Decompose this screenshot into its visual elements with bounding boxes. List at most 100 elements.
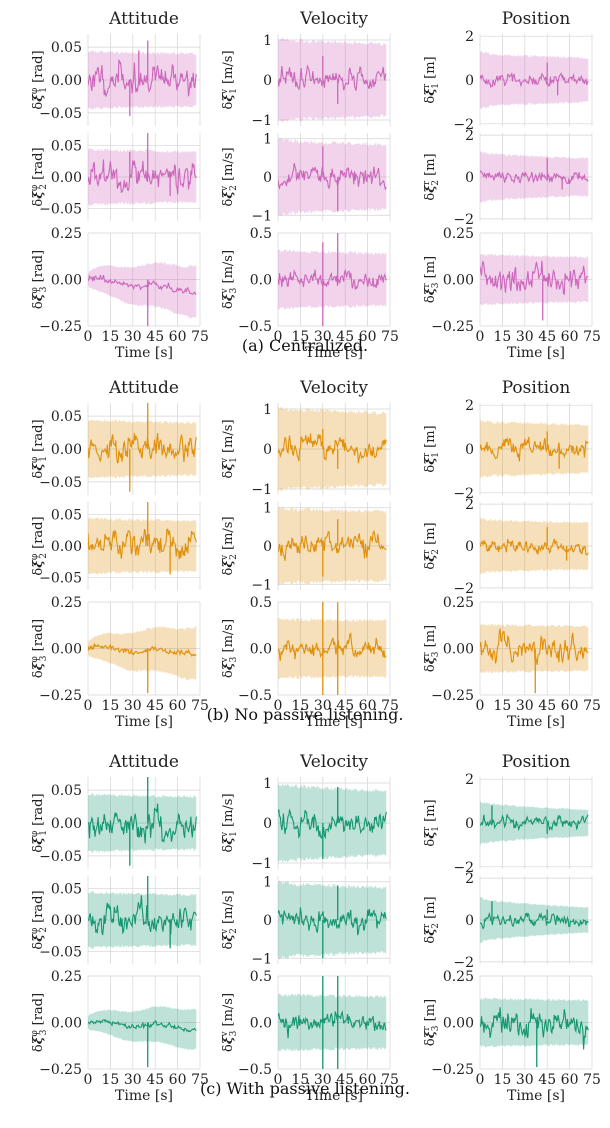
y-label-symbol: δ [221, 568, 236, 576]
y-axis-label: δξφ1 [rad] [30, 793, 49, 852]
y-label-symbol: δ [221, 102, 236, 110]
y-tick-label: 0.25 [443, 595, 474, 611]
y-tick-label: 0.25 [51, 226, 82, 242]
y-axis-label: δξv2 [m/s] [220, 890, 239, 949]
y-tick-label: 2 [465, 772, 474, 788]
panel-c-9: 0.25 0.00 −0.250 15 30 45 60 75 Time [s] δξr3 [m] [422, 969, 601, 1104]
y-axis-label: δξv3 [m/s] [220, 250, 239, 309]
y-axis-label: δξφ3 [rad] [30, 993, 49, 1052]
y-label-superscript: r [422, 180, 432, 185]
y-axis-label: δξφ1 [rad] [30, 419, 49, 478]
y-label-superscript: v [220, 185, 230, 192]
x-tick-label: 45 [146, 698, 164, 714]
y-label-symbol: δ [423, 295, 438, 303]
y-axis-label: δξr1 [m] [422, 56, 441, 103]
y-label-superscript: v [220, 1030, 230, 1037]
y-label-subscript: 2 [229, 928, 239, 934]
covariance-band [278, 137, 387, 217]
y-tick-label: 1 [263, 875, 272, 891]
y-label-xi: ξ [423, 553, 438, 562]
column-title-velocity: Velocity [299, 378, 368, 398]
x-tick-label: 15 [493, 698, 511, 714]
y-tick-label: 0.00 [443, 1016, 474, 1032]
y-tick-label: 0 [263, 442, 272, 458]
x-tick-label: 30 [124, 698, 142, 714]
x-tick-label: 45 [538, 1072, 556, 1088]
y-tick-label: 0 [263, 539, 272, 555]
x-tick-label: 60 [359, 698, 377, 714]
y-label-xi: ξ [31, 559, 46, 568]
x-tick-label: 15 [493, 1072, 511, 1088]
y-label-symbol: δ [221, 1044, 236, 1052]
y-tick-label: 0.05 [51, 882, 82, 898]
covariance-band [480, 896, 589, 944]
error-line [278, 162, 387, 191]
y-label-superscript: φ [30, 554, 40, 560]
y-tick-label: 1 [263, 501, 272, 517]
y-axis-label: δξv1 [m/s] [220, 419, 239, 478]
y-label-superscript: φ [30, 831, 40, 837]
x-tick-label: 60 [169, 698, 187, 714]
x-tick-label: 15 [493, 329, 511, 345]
error-line [480, 436, 589, 462]
y-label-xi: ξ [423, 286, 438, 295]
y-label-symbol: δ [31, 845, 46, 853]
y-tick-label: −0.05 [39, 944, 82, 960]
x-tick-label: 60 [169, 1072, 187, 1088]
y-tick-label: 0.05 [51, 139, 82, 155]
y-axis-label: δξv1 [m/s] [220, 793, 239, 852]
x-axis-label: Time [s] [305, 345, 363, 361]
error-line [278, 808, 387, 840]
y-label-subscript: 3 [431, 651, 441, 657]
panel-b-9: 0.25 0.00 −0.250 15 30 45 60 75 Time [s] δξr3 [m] [422, 595, 601, 730]
error-line [480, 71, 589, 89]
x-tick-label: 0 [274, 329, 283, 345]
y-label-subscript: 2 [431, 549, 441, 555]
y-tick-label: 0 [263, 170, 272, 186]
x-tick-label: 30 [516, 1072, 534, 1088]
y-label-unit: [m/s] [221, 250, 236, 288]
y-label-subscript: 2 [431, 923, 441, 929]
x-tick-label: 30 [124, 1072, 142, 1088]
x-axis-label: Time [s] [305, 1088, 363, 1104]
covariance-band [480, 419, 589, 479]
x-tick-label: 0 [84, 1072, 93, 1088]
y-label-unit: [rad] [31, 419, 46, 456]
y-label-symbol: δ [423, 465, 438, 473]
x-tick-label: 0 [84, 698, 93, 714]
x-tick-label: 15 [101, 698, 119, 714]
x-tick-label: 15 [291, 698, 309, 714]
y-label-symbol: δ [221, 845, 236, 853]
y-tick-label: 2 [465, 398, 474, 414]
error-line [480, 1007, 589, 1050]
error-line [278, 64, 387, 91]
y-label-xi: ξ [423, 655, 438, 664]
error-line [88, 642, 197, 657]
column-title-velocity: Velocity [299, 9, 368, 29]
y-tick-label: −2 [453, 212, 474, 228]
y-label-subscript: 3 [229, 656, 239, 662]
y-axis-label: δξv2 [m/s] [220, 147, 239, 206]
y-label-superscript: φ [30, 656, 40, 662]
x-tick-label: 75 [583, 1072, 601, 1088]
y-label-subscript: 3 [229, 287, 239, 293]
y-tick-label: −1 [251, 856, 272, 872]
x-tick-label: 0 [84, 329, 93, 345]
y-tick-label: 0.05 [51, 409, 82, 425]
error-line [88, 159, 197, 195]
y-label-subscript: 3 [229, 1030, 239, 1036]
x-tick-label: 15 [291, 329, 309, 345]
x-tick-label: 60 [169, 329, 187, 345]
error-line [480, 169, 589, 184]
y-label-xi: ξ [31, 190, 46, 199]
y-label-subscript: 2 [39, 184, 49, 190]
panel-b-8: 0.5 0.0 −0.50 15 30 45 60 75 Time [s] δξv3 [m/s] [220, 595, 399, 730]
y-label-superscript: r [422, 923, 432, 928]
y-tick-label: 0 [465, 913, 474, 929]
y-tick-label: −0.25 [431, 688, 474, 704]
panel-a-9: 0.25 0.00 −0.250 15 30 45 60 75 Time [s] δξr3 [m] [422, 226, 601, 361]
y-axis-label: δξr2 [m] [422, 153, 441, 200]
y-label-unit: [m] [423, 799, 438, 826]
